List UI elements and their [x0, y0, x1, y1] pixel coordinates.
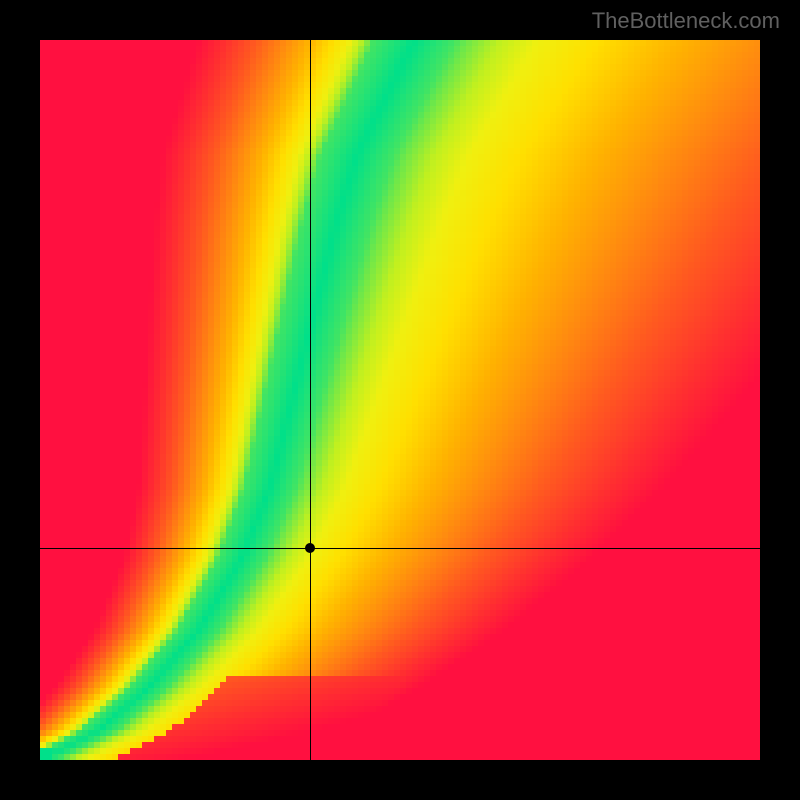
watermark-text: TheBottleneck.com: [592, 8, 780, 34]
crosshair-dot: [305, 543, 315, 553]
chart-container: TheBottleneck.com: [0, 0, 800, 800]
heatmap-canvas: [40, 40, 760, 760]
plot-area: [40, 40, 760, 760]
crosshair-vertical: [310, 40, 311, 760]
crosshair-horizontal: [40, 548, 760, 549]
